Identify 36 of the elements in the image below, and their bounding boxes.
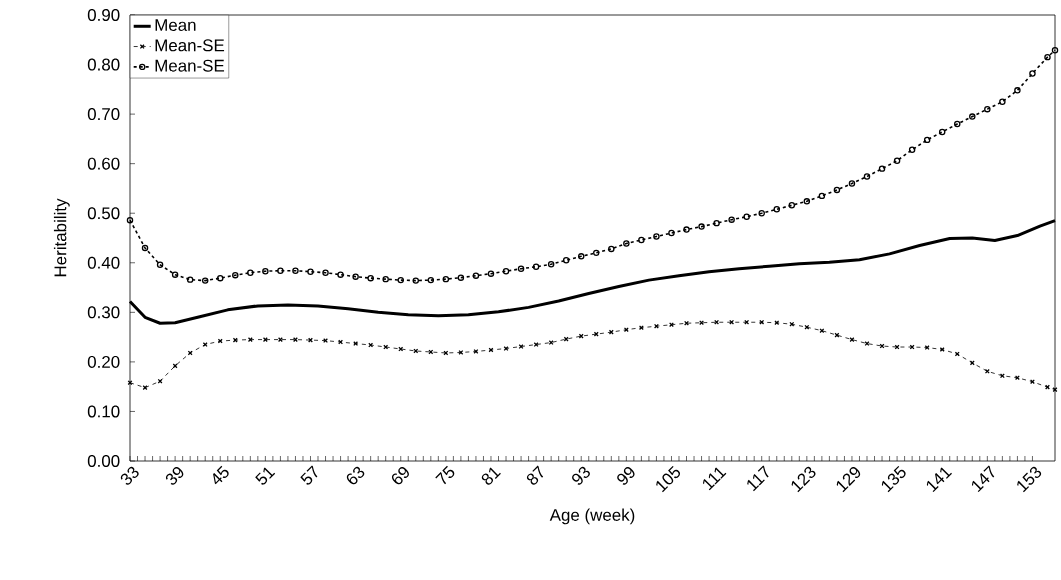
legend-label: Mean-SE (155, 39, 225, 52)
y-tick-label: 0.10 (87, 405, 120, 418)
x-tick-label: 39 (165, 467, 184, 485)
y-tick-label: 0.40 (87, 256, 120, 269)
y-tick-label: 0.90 (87, 9, 120, 21)
y-axis-title: Heritability (53, 198, 70, 277)
y-tick-label: 0.80 (87, 58, 120, 71)
x-tick-label: 153 (1017, 466, 1042, 493)
x-tick-label: 123 (791, 466, 816, 493)
y-tick-label: 0.20 (87, 355, 120, 368)
x-tick-label: 93 (572, 466, 590, 485)
x-tick-label: 69 (391, 467, 409, 485)
y-tick-label: 0.60 (87, 157, 120, 170)
x-tick-label: 57 (300, 465, 318, 485)
y-tick-label: 0.70 (87, 108, 120, 121)
legend-label: Mean (155, 19, 196, 32)
y-tick-label: 0.00 (87, 455, 120, 467)
x-tick-label: 99 (617, 467, 635, 485)
x-tick-label: 33 (120, 466, 139, 485)
x-tick-label: 117 (747, 465, 769, 492)
x-tick-label: 45 (213, 465, 229, 485)
x-tick-label: 135 (881, 465, 906, 493)
x-tick-label: 105 (656, 465, 681, 493)
y-tick-label: 0.50 (87, 207, 120, 220)
x-tick-label: 147 (971, 465, 995, 493)
x-tick-label: 63 (346, 466, 365, 485)
x-tick-label: 111 (703, 467, 727, 491)
x-tick-label: 141 (926, 467, 952, 493)
x-tick-label: 51 (255, 467, 276, 485)
x-tick-label: 87 (526, 465, 544, 485)
x-tick-label: 81 (481, 467, 501, 485)
legend-label: Mean-SE (155, 59, 225, 72)
x-axis-title: Age (week) (549, 508, 635, 525)
x-tick-label: 129 (836, 467, 861, 493)
y-tick-label: 0.30 (87, 306, 120, 319)
x-tick-label: 75 (435, 465, 455, 485)
